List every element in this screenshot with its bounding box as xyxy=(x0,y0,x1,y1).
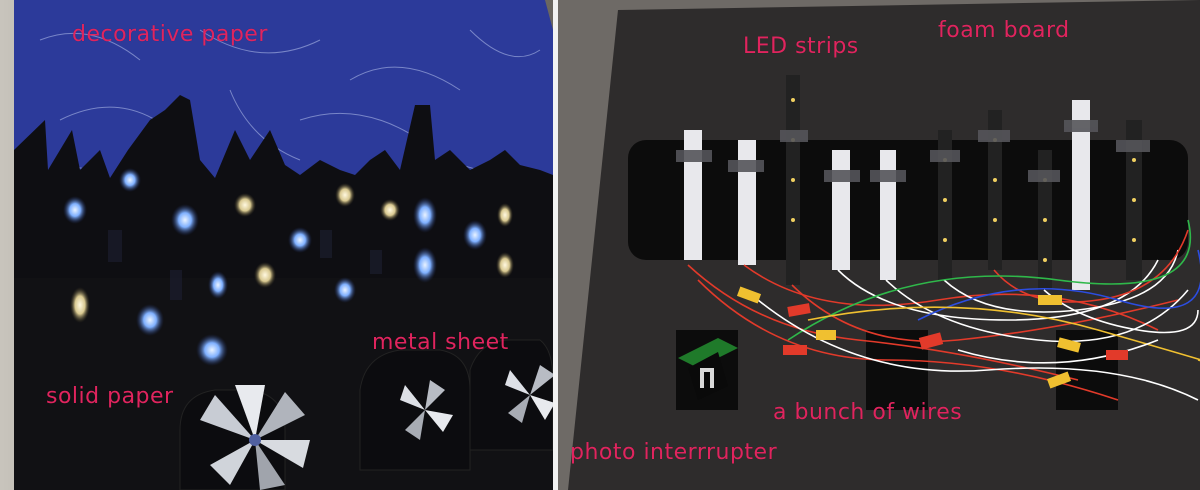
left-photo-cityscape: decorative paper solid paper metal sheet xyxy=(0,0,553,490)
label-foam-board: foam board xyxy=(938,18,1070,43)
label-decorative-paper: decorative paper xyxy=(72,22,268,47)
metal-pinwheel-large xyxy=(200,385,310,490)
lit-windows xyxy=(63,168,514,366)
label-led-strips: LED strips xyxy=(743,34,859,59)
heat-shrink-connectors xyxy=(736,286,1128,389)
metal-pinwheel-right xyxy=(505,365,553,423)
photo-interrupter-module xyxy=(678,338,738,400)
right-photo-foam-board: LED strips foam board a bunch of wires p… xyxy=(558,0,1200,490)
wire-bundle xyxy=(687,219,1200,401)
led-dots xyxy=(791,98,1136,262)
arch-right xyxy=(469,339,553,451)
photo-divider xyxy=(553,0,558,490)
label-solid-paper: solid paper xyxy=(46,384,174,409)
label-bunch-of-wires: a bunch of wires xyxy=(773,400,963,425)
tape-pieces xyxy=(676,120,1150,182)
foam-board-scene xyxy=(558,0,1200,490)
arch-middle xyxy=(359,349,471,471)
building-silhouettes xyxy=(14,95,553,278)
cityscape-scene xyxy=(0,0,553,490)
label-photo-interrupter: photo interrrupter xyxy=(570,440,778,465)
metal-pinwheel-middle xyxy=(400,380,453,440)
label-metal-sheet: metal sheet xyxy=(372,330,509,355)
window-frames xyxy=(108,230,382,300)
